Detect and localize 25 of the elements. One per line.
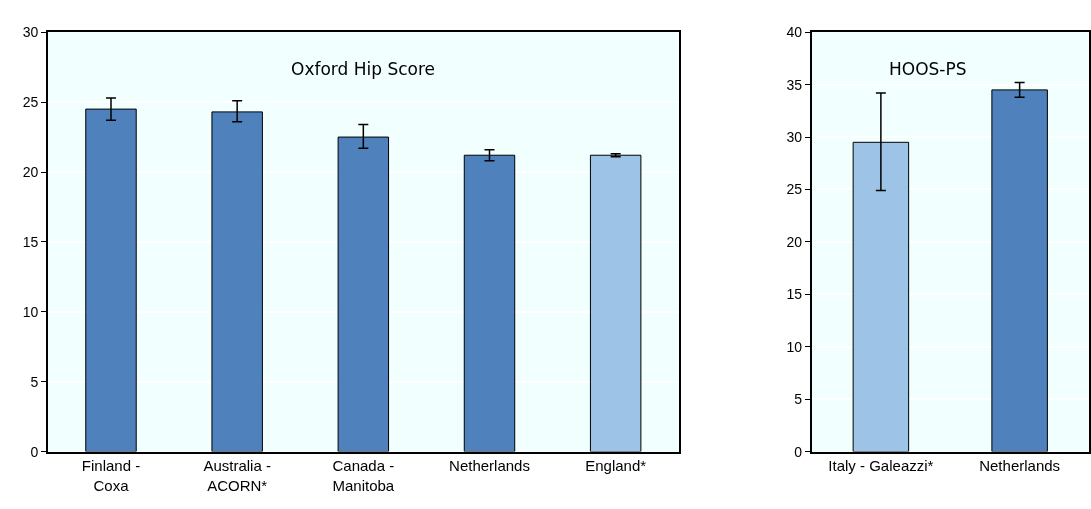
x-tick-label: Canada - Manitoba <box>332 457 395 494</box>
y-tick-label: 30 <box>786 128 803 145</box>
y-tick-label: 20 <box>786 233 803 250</box>
text: Oxford Hip Score <box>291 59 436 79</box>
y-tick-label: 30 <box>22 24 39 41</box>
y-tick-label: 5 <box>30 373 39 390</box>
x-tick-label: Italy - Galeazzi* <box>828 457 934 475</box>
y-tick-label: 20 <box>22 163 39 180</box>
x-tick-label: Netherlands <box>979 457 1061 475</box>
x-tick-label: England* <box>585 457 647 475</box>
y-tick-label: 0 <box>794 443 803 460</box>
y-tick-label: 5 <box>794 391 803 408</box>
y-tick-label: 10 <box>786 338 803 355</box>
y-tick-label: 15 <box>22 233 39 250</box>
x-tick-label: Australia - ACORN* <box>203 457 271 494</box>
y-tick-label: 25 <box>786 181 803 198</box>
x-tick-label: Netherlands <box>449 457 530 475</box>
y-tick-label: 25 <box>22 94 39 111</box>
text: HOOS-PS <box>889 59 967 79</box>
x-tick-label: Finland - Coxa <box>81 457 141 494</box>
y-tick-label: 35 <box>786 76 803 93</box>
y-tick-label: 10 <box>22 303 39 320</box>
y-tick-label: 40 <box>786 24 803 41</box>
y-tick-label: 0 <box>30 443 39 460</box>
y-tick-label: 15 <box>786 286 803 303</box>
